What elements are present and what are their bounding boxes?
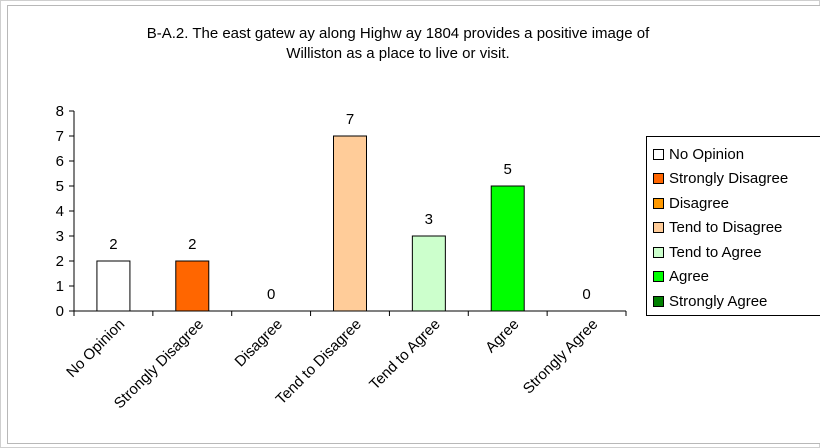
bar-strongly-disagree <box>175 260 210 312</box>
legend-item: Tend to Disagree <box>653 218 782 238</box>
legend-item: Tend to Agree <box>653 242 762 262</box>
legend-label: Tend to Agree <box>669 243 762 261</box>
y-tick-label: 5 <box>56 178 64 195</box>
bar-agree <box>490 185 525 312</box>
legend-label: Disagree <box>669 194 730 212</box>
legend-swatch <box>653 173 664 184</box>
y-tick-label: 1 <box>56 278 64 295</box>
legend-swatch <box>653 197 664 209</box>
legend-item: Strongly Disagree <box>653 169 788 189</box>
legend-swatch <box>653 222 664 233</box>
legend-item: Disagree <box>653 193 729 213</box>
legend-item: Strongly Agree <box>653 291 767 311</box>
legend-item: Agree <box>653 267 709 287</box>
legend-label: Strongly Disagree <box>669 170 789 187</box>
x-tick-label: Disagree <box>232 316 286 370</box>
bar-no-opinion <box>96 260 131 312</box>
y-tick-label: 0 <box>56 303 64 320</box>
x-tick-label: Tend to Agree <box>366 316 443 393</box>
legend-label: Strongly Agree <box>669 292 768 310</box>
y-tick-label: 2 <box>56 253 64 270</box>
legend-label: Agree <box>669 268 710 285</box>
legend-swatch <box>653 271 664 282</box>
y-tick-label: 4 <box>56 203 64 220</box>
data-label: 7 <box>346 111 354 128</box>
bar-tend-to-disagree <box>333 135 367 312</box>
y-tick-label: 6 <box>56 153 64 170</box>
bar-tend-to-agree <box>411 235 446 312</box>
legend-swatch <box>653 295 664 307</box>
data-label: 0 <box>267 286 275 303</box>
x-tick-label: Tend to Disagree <box>273 316 365 408</box>
legend-swatch <box>653 148 664 160</box>
legend-item: No Opinion <box>653 144 744 164</box>
data-label: 2 <box>109 236 117 253</box>
x-tick-label: No Opinion <box>63 316 128 381</box>
x-tick-label: Agree <box>482 316 522 356</box>
x-tick-label: Strongly Agree <box>520 316 602 398</box>
y-tick-label: 8 <box>56 103 64 120</box>
data-label: 0 <box>582 286 590 303</box>
legend-label: Tend to Disagree <box>669 219 783 236</box>
legend-label: No Opinion <box>669 145 745 163</box>
data-label: 3 <box>425 211 433 228</box>
legend-swatch <box>653 246 664 258</box>
data-label: 2 <box>188 236 196 253</box>
chart-title-line-1: B-A.2. The east gatew ay along Highw ay … <box>146 25 650 42</box>
y-tick-label: 3 <box>56 228 64 245</box>
data-label: 5 <box>504 161 512 178</box>
chart-title-line-2: Williston as a place to live or visit. <box>286 45 510 62</box>
legend: No Opinion Strongly Disagree Disagree Tend … <box>646 136 820 316</box>
y-tick-label: 7 <box>56 128 64 145</box>
chart-title: B-A.2. The east gatew ay along Highw ay … <box>68 24 728 64</box>
